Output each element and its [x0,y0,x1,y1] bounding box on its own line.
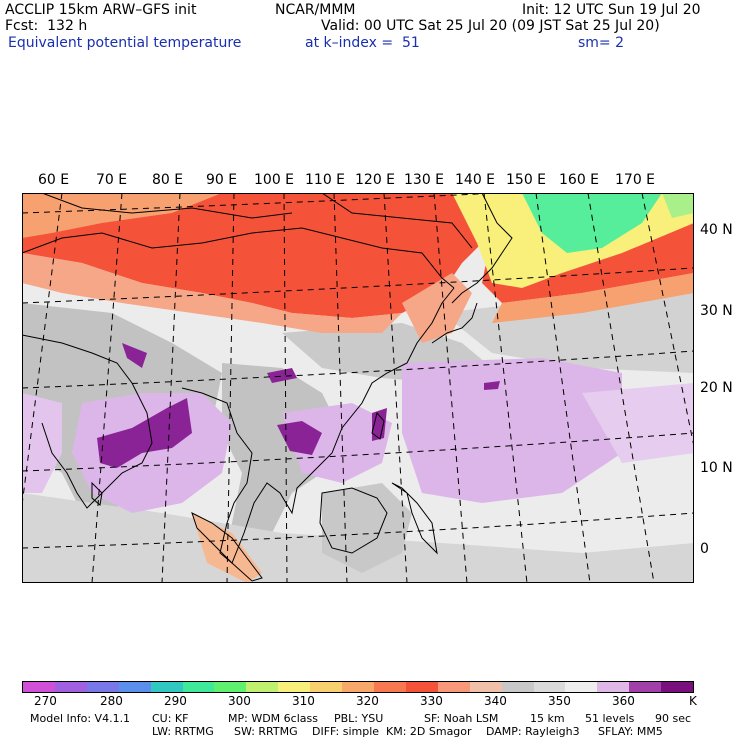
arabian-sea-purple [22,393,62,493]
lat-label: 20 N [700,380,733,396]
map-border [22,193,694,583]
level-index: at k–index = 51 [305,35,420,51]
colorbar-swatch [405,682,438,692]
graticule [22,193,694,583]
footer-resolution: 15 km [530,712,565,725]
colorbar-tick-label: 270 [34,694,57,708]
lon-label: 170 E [615,172,656,188]
colorbar-unit: K [689,694,697,708]
footer-sflay: SFLAY: MM5 [598,725,663,738]
colorbar-swatch [86,682,119,692]
pacific-green-light [662,193,694,218]
colorbar-swatch [278,682,311,692]
lat-label: 30 N [700,303,733,319]
colorbar-swatch [533,682,566,692]
lat-label: 0 [700,541,709,557]
footer-lw: LW: RRTMG [152,725,214,738]
pacific-green [522,193,662,253]
pacific-orange-band [492,273,694,323]
colorbar-swatch [661,682,694,692]
footer-levels: 51 levels [585,712,635,725]
lon-label: 90 E [206,172,238,188]
colorbar-swatch [342,682,374,692]
colorbar-swatch [469,682,502,692]
footer-timestep: 90 sec [655,712,692,725]
colorbar [22,681,694,693]
china-dark-purple [267,368,297,383]
colorbar-swatch [150,682,183,692]
colorbar-tick-label: 290 [164,694,187,708]
footer-damp: DAMP: Rayleigh3 [486,725,580,738]
colorbar-tick-label: 360 [612,694,635,708]
footer-km: KM: 2D Smagor [386,725,472,738]
myanmar-dark-purple [122,343,147,368]
colorbar-swatch [597,682,630,692]
colorbar-swatch [54,682,87,692]
lat-label: 40 N [700,222,733,238]
lon-label: 70 E [96,172,128,188]
footer-diff: DIFF: simple [312,725,380,738]
footer-cu: CU: KF [152,712,189,725]
lon-label: 130 E [404,172,445,188]
footer-sf: SF: Noah LSM [424,712,499,725]
korea-orange [402,273,472,343]
lon-label: 160 E [559,172,600,188]
lon-label: 140 E [455,172,496,188]
bengal-dark-purple [97,398,192,468]
map-panel [22,193,694,583]
model-title: ACCLIP 15km ARW–GFS init [5,2,197,18]
colorbar-swatch [182,682,215,692]
pacific-dark-purple [484,381,500,390]
theta-e-map [22,193,694,583]
colorbar-tick-label: 280 [100,694,123,708]
lon-label: 80 E [152,172,184,188]
lon-label: 100 E [254,172,295,188]
lon-label: 150 E [506,172,547,188]
lon-label: 60 E [38,172,70,188]
colorbar-swatch [118,682,151,692]
colorbar-swatch [246,682,279,692]
valid-time: Valid: 00 UTC Sat 25 Jul 20 (09 JST Sat … [321,18,660,34]
footer-model-info: Model Info: V4.1.1 [30,712,131,725]
organization: NCAR/MMM [275,2,356,18]
salmon-fringe [22,253,402,333]
colorbar-tick-label: 350 [548,694,571,708]
colorbar-tick-label: 310 [292,694,315,708]
colorbar-swatch [373,682,406,692]
lon-label: 110 E [305,172,346,188]
colorbar-tick-label: 340 [484,694,507,708]
colorbar-swatch [23,682,55,692]
coastlines [22,193,513,582]
colorbar-swatch [310,682,343,692]
west-pacific-purple [402,358,622,503]
colorbar-swatch [629,682,662,692]
footer-pbl: PBL: YSU [334,712,384,725]
footer-sw: SW: RRTMG [234,725,298,738]
field-name: Equivalent potential temperature [8,35,242,51]
pacific-purple-east [582,383,694,463]
colorbar-swatch [214,682,247,692]
init-time: Init: 12 UTC Sun 19 Jul 20 [522,2,701,18]
scs-purple [282,403,392,483]
forecast-hour: Fcst: 132 h [5,18,88,34]
colorbar-tick-label: 320 [356,694,379,708]
colorbar-swatch [501,682,534,692]
smoothing: sm= 2 [578,35,625,51]
scs-dark-purple [277,421,322,455]
footer-mp: MP: WDM 6class [228,712,318,725]
colorbar-swatch [437,682,470,692]
colorbar-swatch [565,682,598,692]
lat-label: 10 N [700,460,733,476]
lon-label: 120 E [355,172,396,188]
colorbar-tick-label: 330 [420,694,443,708]
colorbar-tick-label: 300 [228,694,251,708]
sumatra-land [192,513,262,583]
